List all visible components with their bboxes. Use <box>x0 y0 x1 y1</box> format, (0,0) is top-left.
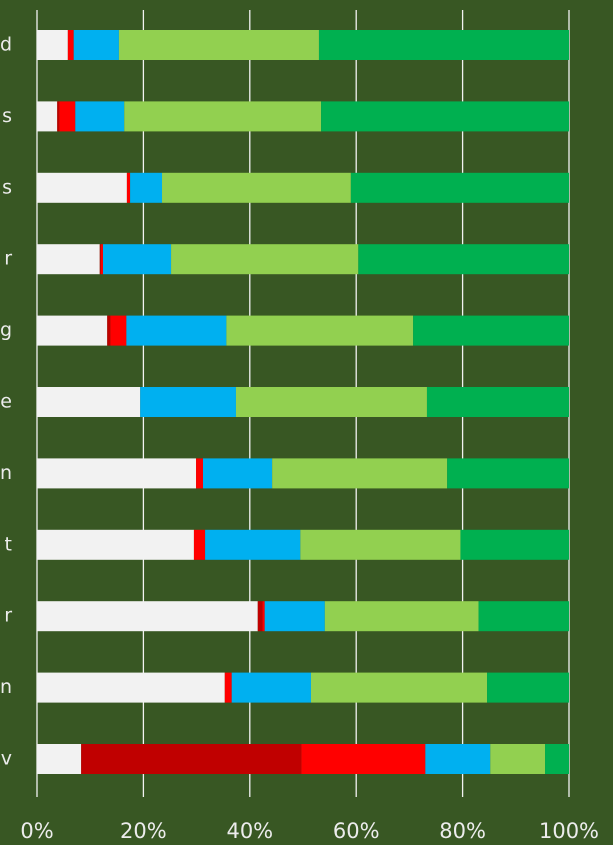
bar-segment <box>99 244 101 275</box>
bar-segment <box>262 601 265 632</box>
bar-segment <box>490 744 546 774</box>
bar-segment <box>350 172 569 203</box>
x-tick-label: 80% <box>439 819 486 843</box>
y-tick-label: r <box>4 248 12 270</box>
bar-segment <box>257 601 263 632</box>
y-tick-label: r <box>4 605 12 627</box>
bar-segment <box>37 744 82 774</box>
bar-segment <box>545 744 569 774</box>
bar-segment <box>37 387 141 417</box>
bar-segment <box>102 244 172 275</box>
bar-segment <box>224 672 232 703</box>
x-tick-label: 40% <box>226 819 273 843</box>
bar-segment <box>324 601 479 632</box>
bar-segment <box>37 172 127 203</box>
bar-segment <box>310 672 488 703</box>
bar-segment <box>478 601 569 632</box>
bar-segment <box>81 744 302 774</box>
bar-segment <box>318 30 569 60</box>
bar-segment <box>231 672 311 703</box>
bar-segment <box>321 101 569 132</box>
bar-segment <box>130 172 163 203</box>
x-tick-label: 0% <box>20 819 53 843</box>
y-tick-label: e <box>0 391 12 413</box>
bar-segment <box>226 315 414 346</box>
bar-segment <box>358 244 569 275</box>
y-tick-label: s <box>2 176 12 198</box>
bar-segment <box>272 458 448 489</box>
y-tick-label: g <box>0 319 12 341</box>
bar-segment <box>107 315 111 346</box>
x-tick-label: 20% <box>120 819 167 843</box>
bar-segment <box>447 458 569 489</box>
bar-segment <box>126 172 131 203</box>
bar-segment <box>425 744 491 774</box>
bar-segment <box>124 101 322 132</box>
bar-segment <box>59 101 76 132</box>
x-tick-label: 60% <box>333 819 380 843</box>
bar-segment <box>37 529 194 560</box>
y-tick-label: n <box>0 462 12 484</box>
y-tick-label: s <box>2 105 12 127</box>
y-tick-label: n <box>0 676 12 698</box>
bar-segment <box>235 387 427 417</box>
bar-segment <box>202 458 273 489</box>
bar-segment <box>171 244 359 275</box>
y-tick-label: d <box>0 34 12 56</box>
bar-segment <box>196 458 203 489</box>
x-tick-label: 100% <box>539 819 599 843</box>
bar-segment <box>301 744 426 774</box>
bar-segment <box>37 601 258 632</box>
bar-segment <box>37 30 68 60</box>
bar-segment <box>460 529 569 560</box>
bar-segment <box>37 458 197 489</box>
bar-segment <box>100 244 103 275</box>
bar-segment <box>37 315 108 346</box>
bar-segment <box>37 244 100 275</box>
bar-segment <box>57 101 60 132</box>
bar-segment <box>73 30 119 60</box>
bar-segment <box>37 101 58 132</box>
bar-segment <box>162 172 351 203</box>
bar-segment <box>264 601 325 632</box>
bar-segment <box>37 672 225 703</box>
bar-segment <box>126 315 227 346</box>
bar-segment <box>67 30 74 60</box>
bar-segment <box>205 529 301 560</box>
bar-segment <box>487 672 569 703</box>
bar-segment <box>110 315 127 346</box>
y-tick-label: t <box>5 533 12 555</box>
bar-segment <box>140 387 236 417</box>
bar-segment <box>118 30 319 60</box>
y-tick-label: v <box>1 748 12 770</box>
bar-segment <box>413 315 569 346</box>
bar-segment <box>193 529 206 560</box>
bar-segment <box>75 101 125 132</box>
bar-segment <box>426 387 569 417</box>
bar-segment <box>300 529 461 560</box>
